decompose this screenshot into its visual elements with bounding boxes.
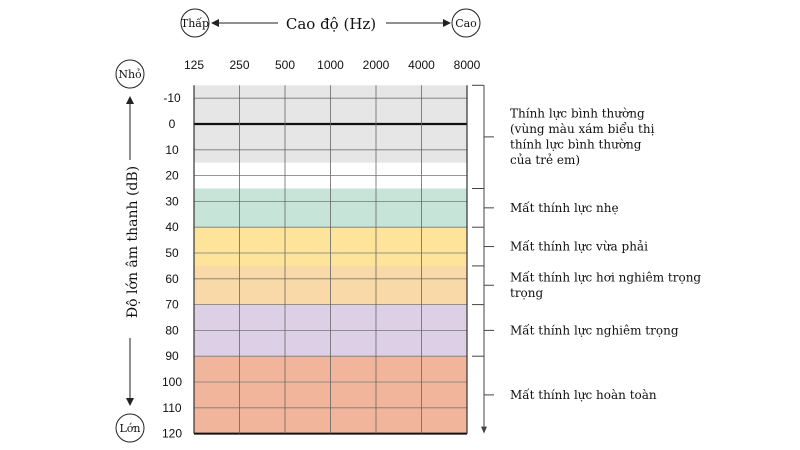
legend-label-0-1: (vùng màu xám biểu thị [510, 121, 655, 136]
freq-label-8000: 8000 [454, 58, 481, 72]
db-label-70: 70 [165, 298, 179, 312]
loudness-axis: Nhỏ Độ lớn âm thanh (dB) Lớn [115, 59, 145, 443]
legend-label-3-1: trọng [510, 286, 544, 300]
grid [193, 85, 468, 435]
db-label-0: 0 [169, 117, 176, 131]
right-arrow-icon [443, 19, 451, 27]
legend-label-0-2: thính lực bình thường [510, 138, 642, 152]
db-label-10: 10 [165, 143, 179, 157]
db-label-100: 100 [162, 375, 182, 389]
freq-label-1000: 1000 [317, 58, 344, 72]
legend-label-4-0: Mất thính lực nghiêm trọng [510, 322, 679, 337]
legend-label-2-0: Mất thính lực vừa phải [510, 239, 648, 254]
soft-circle [115, 59, 145, 89]
legend-label-0-3: của trẻ em) [510, 153, 580, 167]
legend-label-5-0: Mất thính lực hoàn toàn [510, 387, 657, 402]
db-label-120: 120 [162, 427, 182, 441]
frequency-ticks: 125 250 500 1000 2000 4000 8000 [184, 58, 481, 72]
db-label-30: 30 [165, 194, 179, 208]
db-label-60: 60 [165, 272, 179, 286]
freq-label-500: 500 [275, 58, 295, 72]
band-legend: Thính lực bình thường(vùng màu xám biểu … [472, 84, 701, 434]
db-label-50: 50 [165, 246, 179, 260]
loud-label: Lớn [119, 422, 140, 435]
high-pitch-circle [451, 8, 481, 38]
freq-label-2000: 2000 [363, 58, 390, 72]
db-label-80: 80 [165, 323, 179, 337]
db-label-40: 40 [165, 220, 179, 234]
loud-circle [115, 413, 145, 443]
up-arrow-icon [126, 96, 134, 104]
legend-label-3-0: Mất thính lực hơi nghiêm trọng [510, 270, 701, 285]
low-pitch-circle [180, 8, 210, 38]
db-label--10: -10 [163, 91, 181, 105]
db-label-110: 110 [162, 401, 181, 415]
down-arrow-icon [126, 398, 134, 406]
left-arrow-icon [211, 19, 219, 27]
low-pitch-label: Thấp [181, 17, 209, 30]
y-axis-title: Độ lớn âm thanh (dB) [125, 166, 141, 318]
freq-label-125: 125 [184, 58, 204, 72]
bracket-arrow-icon [481, 426, 487, 434]
freq-label-250: 250 [229, 58, 249, 72]
legend-label-1-0: Mất thính lực nhẹ [510, 200, 619, 215]
x-axis-title: Cao độ (Hz) [286, 15, 376, 33]
pitch-header: Thấp Cao độ (Hz) Cao [180, 8, 481, 38]
db-label-90: 90 [165, 349, 179, 363]
db-label-20: 20 [165, 169, 179, 183]
soft-label: Nhỏ [118, 68, 142, 81]
high-pitch-label: Cao [455, 17, 477, 30]
db-ticks: -10 0 10 20 30 40 50 60 70 80 90 100 110 120 [162, 91, 182, 440]
freq-label-4000: 4000 [408, 58, 435, 72]
legend-label-0-0: Thính lực bình thường [510, 107, 645, 121]
